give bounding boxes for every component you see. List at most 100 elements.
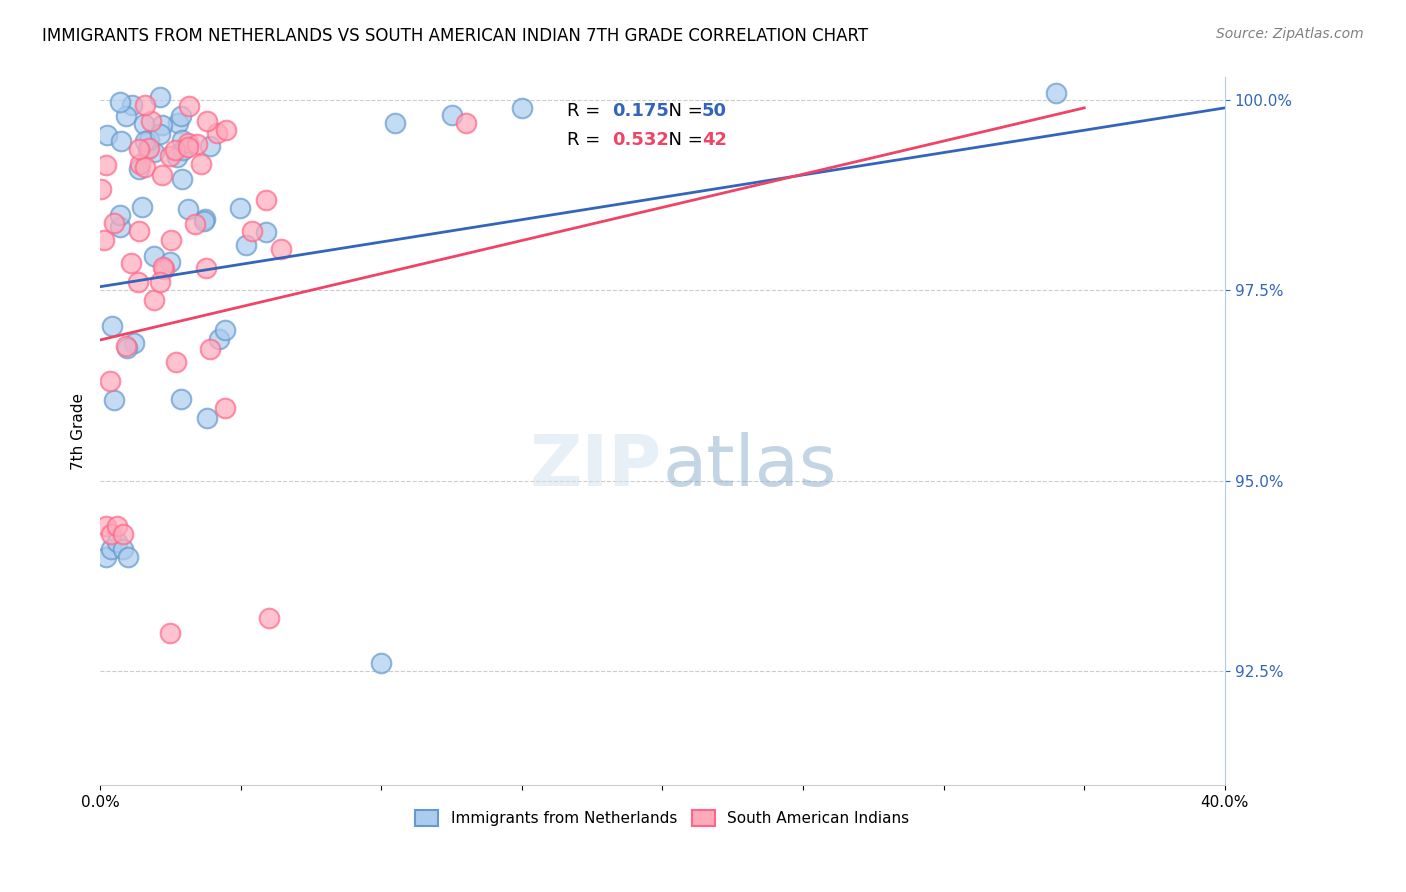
Text: Source: ZipAtlas.com: Source: ZipAtlas.com bbox=[1216, 27, 1364, 41]
Point bbox=[159, 149, 181, 163]
Point bbox=[172, 133, 194, 147]
Point bbox=[143, 293, 166, 307]
Point bbox=[101, 319, 124, 334]
Point bbox=[384, 116, 406, 130]
Point bbox=[105, 534, 128, 549]
Point bbox=[198, 342, 221, 356]
Point bbox=[90, 182, 112, 196]
Point bbox=[228, 201, 250, 215]
Text: 0.175: 0.175 bbox=[612, 103, 669, 120]
Point bbox=[124, 335, 146, 350]
Point bbox=[179, 98, 201, 112]
Point bbox=[127, 276, 149, 290]
Point bbox=[190, 156, 212, 170]
Text: 0.532: 0.532 bbox=[612, 130, 669, 149]
Point bbox=[510, 101, 533, 115]
Text: 42: 42 bbox=[702, 130, 727, 149]
Point bbox=[100, 527, 122, 541]
Point bbox=[194, 261, 217, 276]
Point bbox=[120, 256, 142, 270]
Point bbox=[197, 410, 219, 425]
Point bbox=[240, 223, 263, 237]
Point bbox=[207, 332, 229, 346]
Point bbox=[149, 275, 172, 289]
Point bbox=[115, 339, 138, 353]
Point bbox=[111, 542, 134, 557]
Point bbox=[149, 90, 172, 104]
Point bbox=[235, 238, 257, 252]
Point bbox=[117, 341, 139, 355]
Point bbox=[195, 113, 218, 128]
Text: N =: N = bbox=[657, 103, 709, 120]
Point bbox=[150, 169, 173, 183]
Y-axis label: 7th Grade: 7th Grade bbox=[72, 392, 86, 470]
Point bbox=[254, 193, 277, 207]
Point bbox=[194, 211, 217, 226]
Point bbox=[108, 95, 131, 109]
Point bbox=[134, 161, 156, 175]
Point bbox=[176, 136, 198, 150]
Point bbox=[270, 242, 292, 256]
Point bbox=[152, 261, 174, 276]
Point bbox=[170, 109, 193, 123]
Point bbox=[214, 401, 236, 415]
Point bbox=[172, 143, 194, 157]
Point bbox=[215, 123, 238, 137]
Point bbox=[440, 108, 463, 122]
Point bbox=[454, 116, 477, 130]
Point bbox=[134, 134, 156, 148]
Point bbox=[94, 549, 117, 564]
Point bbox=[114, 109, 136, 123]
Point bbox=[184, 217, 207, 231]
Point bbox=[165, 143, 187, 157]
Point bbox=[111, 527, 134, 541]
Point bbox=[214, 323, 236, 337]
Point bbox=[254, 225, 277, 239]
Point bbox=[110, 208, 132, 222]
Point bbox=[150, 118, 173, 132]
Point bbox=[138, 140, 160, 154]
Point bbox=[129, 157, 152, 171]
Point bbox=[1045, 86, 1067, 100]
Point bbox=[128, 142, 150, 156]
Point bbox=[186, 137, 208, 152]
Point bbox=[177, 202, 200, 216]
Point bbox=[193, 214, 215, 228]
Point bbox=[200, 139, 222, 153]
Point bbox=[108, 219, 131, 234]
Point bbox=[121, 98, 143, 112]
Point bbox=[100, 542, 122, 557]
Point bbox=[103, 216, 125, 230]
Point bbox=[152, 260, 174, 275]
Point bbox=[159, 626, 181, 640]
Text: 50: 50 bbox=[702, 103, 727, 120]
Point bbox=[166, 150, 188, 164]
Point bbox=[94, 519, 117, 533]
Point bbox=[142, 249, 165, 263]
Point bbox=[136, 142, 159, 156]
Point bbox=[160, 233, 183, 247]
Text: N =: N = bbox=[657, 130, 709, 149]
Legend: Immigrants from Netherlands, South American Indians: Immigrants from Netherlands, South Ameri… bbox=[408, 803, 917, 834]
Point bbox=[103, 392, 125, 407]
Point bbox=[134, 117, 156, 131]
Point bbox=[105, 519, 128, 533]
Point bbox=[167, 116, 190, 130]
Point bbox=[134, 98, 156, 112]
Text: ZIP: ZIP bbox=[530, 432, 662, 501]
Text: R =: R = bbox=[567, 103, 606, 120]
Point bbox=[176, 139, 198, 153]
Point bbox=[159, 254, 181, 268]
Point bbox=[165, 354, 187, 368]
Point bbox=[138, 133, 160, 147]
Point bbox=[169, 392, 191, 407]
Point bbox=[117, 549, 139, 564]
Point bbox=[257, 610, 280, 624]
Point bbox=[128, 224, 150, 238]
Point bbox=[96, 128, 118, 142]
Point bbox=[370, 657, 392, 671]
Point bbox=[131, 200, 153, 214]
Point bbox=[128, 161, 150, 176]
Point bbox=[143, 145, 166, 159]
Text: IMMIGRANTS FROM NETHERLANDS VS SOUTH AMERICAN INDIAN 7TH GRADE CORRELATION CHART: IMMIGRANTS FROM NETHERLANDS VS SOUTH AME… bbox=[42, 27, 869, 45]
